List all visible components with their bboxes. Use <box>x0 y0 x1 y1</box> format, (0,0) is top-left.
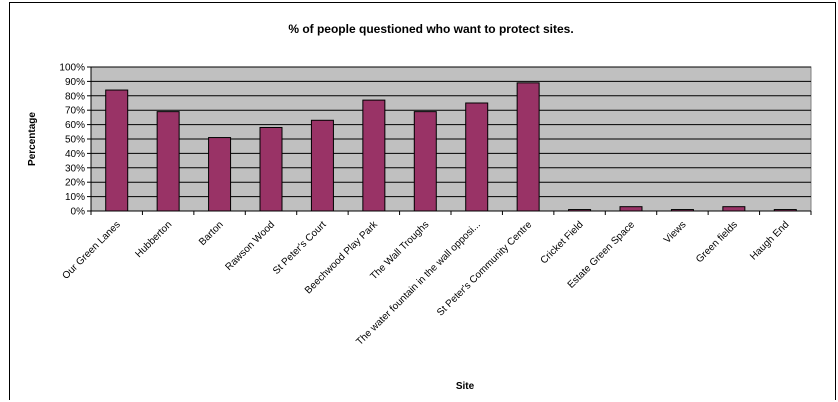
x-tick-label: Barton <box>197 219 226 248</box>
x-tick-label: St Peter's Community Centre <box>435 219 534 318</box>
y-tick-label: 20% <box>65 178 85 189</box>
x-tick-label: Views <box>662 219 689 246</box>
bar <box>722 206 746 212</box>
bar <box>259 126 283 212</box>
y-axis-ticks: 0% 10% 20% 30% 40% 50% 60% 70% 80% 90% 100% <box>59 63 91 218</box>
x-tick-label: Green fields <box>694 219 740 265</box>
bar <box>619 206 643 212</box>
x-tick-label: Hubberton <box>133 219 174 260</box>
bar <box>465 102 489 212</box>
y-tick-label: 0% <box>71 207 86 218</box>
y-tick-label: 60% <box>65 120 85 131</box>
y-tick-label: 70% <box>65 106 85 117</box>
y-axis-title: Percentage <box>27 112 38 166</box>
x-tick-label: St Peter's Court <box>271 219 329 277</box>
x-axis-title: Site <box>456 381 475 392</box>
bar <box>105 89 129 212</box>
x-tick-label: Our Green Lanes <box>60 219 122 281</box>
x-tick-label: Cricket Field <box>539 219 586 266</box>
y-tick-label: 80% <box>65 91 85 102</box>
bar <box>208 137 232 212</box>
bar <box>156 111 180 212</box>
bar <box>362 99 386 212</box>
y-tick-label: 30% <box>65 163 85 174</box>
bar <box>413 111 437 212</box>
x-tick-label: Rawson Wood <box>223 219 277 273</box>
bars <box>105 82 797 212</box>
y-tick-label: 40% <box>65 149 85 160</box>
y-tick-label: 100% <box>59 63 85 74</box>
bar <box>516 82 540 212</box>
bar <box>310 119 334 212</box>
x-tick-label: Haugh End <box>748 219 791 262</box>
y-tick-label: 10% <box>65 192 85 203</box>
y-tick-label: 50% <box>65 135 85 146</box>
y-tick-label: 90% <box>65 77 85 88</box>
chart-title: % of people questioned who want to prote… <box>288 22 573 36</box>
